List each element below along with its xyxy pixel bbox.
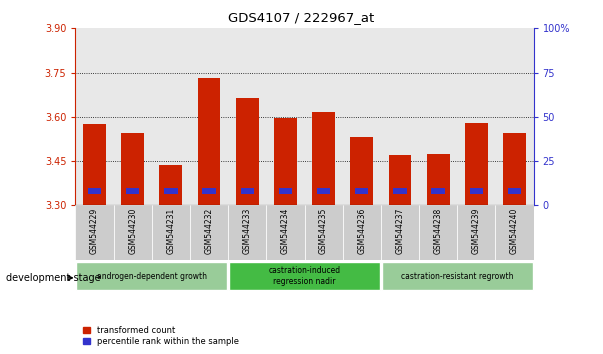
Bar (267, 28, 305, 205)
Text: GSM544237: GSM544237 (396, 208, 405, 255)
Bar (159, 165, 182, 205)
Bar (305, 28, 343, 205)
Bar (508, 188, 521, 194)
Bar (381, 205, 419, 260)
Bar (343, 205, 381, 260)
Text: castration-resistant regrowth: castration-resistant regrowth (401, 272, 514, 281)
Bar (152, 205, 190, 260)
Bar (503, 133, 526, 205)
Bar (241, 188, 254, 194)
Bar (203, 188, 216, 194)
Bar (279, 188, 292, 194)
Bar (343, 28, 381, 205)
Text: castration-induced
regression nadir: castration-induced regression nadir (268, 267, 341, 286)
Bar (496, 205, 534, 260)
Bar (388, 155, 411, 205)
Bar (75, 28, 113, 205)
Text: GSM544238: GSM544238 (434, 208, 443, 254)
Bar (76, 262, 227, 290)
Bar (355, 188, 368, 194)
Bar (419, 28, 457, 205)
Text: development stage: development stage (6, 273, 101, 283)
Bar (126, 188, 139, 194)
Bar (393, 188, 406, 194)
Text: GSM544240: GSM544240 (510, 208, 519, 255)
Bar (228, 205, 267, 260)
Bar (190, 205, 228, 260)
Bar (267, 205, 305, 260)
Text: GSM544232: GSM544232 (204, 208, 213, 254)
Bar (164, 188, 177, 194)
Bar (496, 28, 534, 205)
Bar (457, 205, 496, 260)
Bar (83, 124, 106, 205)
Bar (228, 28, 267, 205)
Bar (88, 188, 101, 194)
Text: GSM544235: GSM544235 (319, 208, 328, 255)
Bar (419, 205, 457, 260)
Text: GSM544234: GSM544234 (281, 208, 290, 255)
Bar (236, 98, 259, 205)
Bar (274, 118, 297, 205)
Bar (470, 188, 483, 194)
Bar (152, 28, 190, 205)
Text: GSM544229: GSM544229 (90, 208, 99, 254)
Bar (427, 154, 450, 205)
Bar (190, 28, 228, 205)
Bar (113, 205, 152, 260)
Bar (312, 112, 335, 205)
Bar (432, 188, 445, 194)
Text: GSM544230: GSM544230 (128, 208, 137, 255)
Text: GDS4107 / 222967_at: GDS4107 / 222967_at (229, 11, 374, 24)
Bar (381, 28, 419, 205)
Bar (198, 79, 221, 205)
Bar (229, 262, 380, 290)
Legend: transformed count, percentile rank within the sample: transformed count, percentile rank withi… (83, 326, 239, 346)
Bar (317, 188, 330, 194)
Bar (121, 133, 144, 205)
Bar (113, 28, 152, 205)
Text: GSM544239: GSM544239 (472, 208, 481, 255)
Text: GSM544231: GSM544231 (166, 208, 175, 254)
Text: androgen-dependent growth: androgen-dependent growth (96, 272, 207, 281)
Bar (75, 205, 113, 260)
Bar (382, 262, 533, 290)
Text: GSM544236: GSM544236 (358, 208, 366, 255)
Bar (457, 28, 496, 205)
Text: GSM544233: GSM544233 (243, 208, 251, 255)
Bar (465, 123, 488, 205)
Bar (305, 205, 343, 260)
Bar (350, 137, 373, 205)
